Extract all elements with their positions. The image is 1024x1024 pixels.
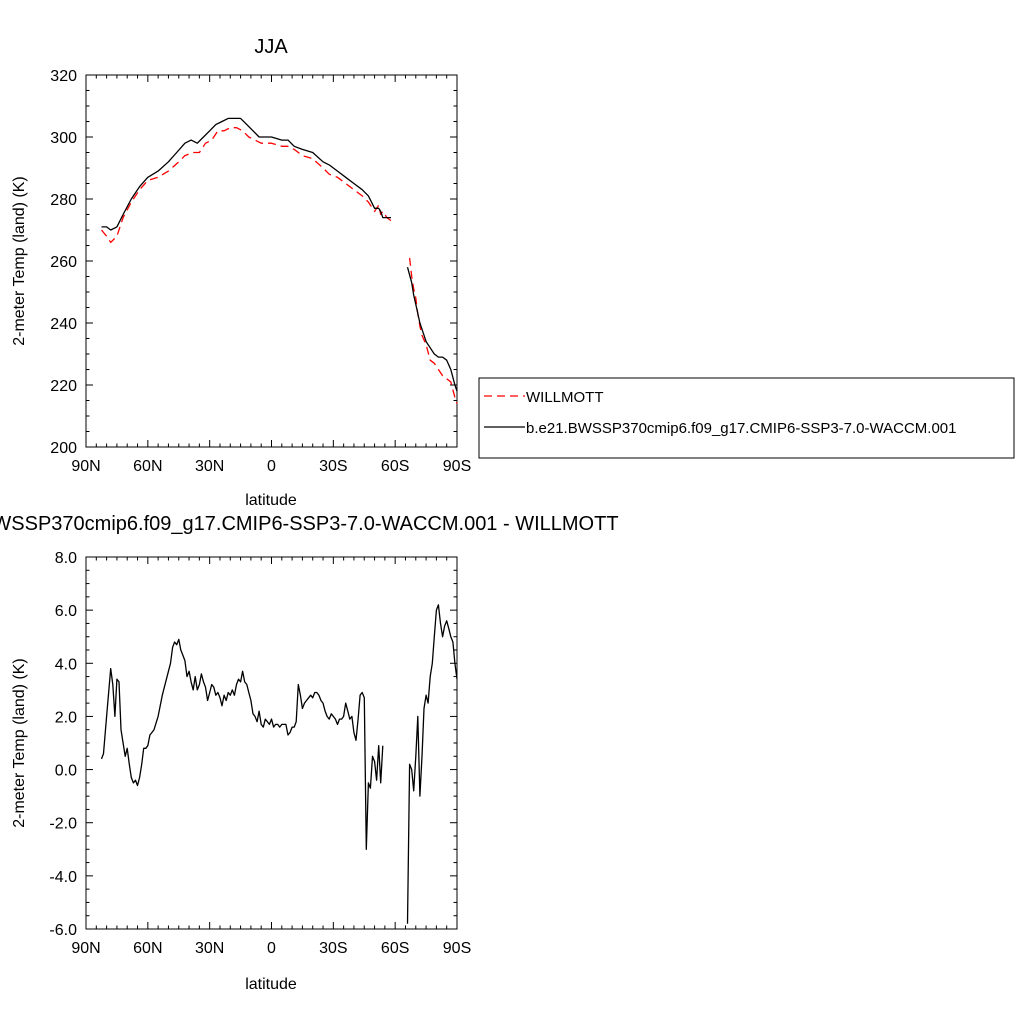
- top-y-tick-label: 280: [50, 192, 77, 209]
- legend-label-willmott: WILLMOTT: [526, 389, 604, 406]
- top-axes: 90N 60N 30N 0 30S 60S 90S 200 220 240 260 280 300 320: [50, 68, 471, 475]
- top-series-1-line-segment-1: [406, 267, 458, 392]
- top-y-axis-label: 2-meter Temp (land) (K): [11, 176, 28, 346]
- legend-label-model: b.e21.BWSSP370cmip6.f09_g17.CMIP6-SSP3-7…: [526, 420, 956, 437]
- bottom-y-tick-label: -6.0: [49, 922, 77, 939]
- top-x-tick-label: 60N: [133, 458, 162, 475]
- top-y-tick-label: 320: [50, 68, 77, 85]
- bottom-x-axis-label: latitude: [245, 976, 297, 993]
- legend-box: [478, 377, 1015, 459]
- top-y-tick-label: 260: [50, 254, 77, 271]
- top-series-1-line-segment-0: [101, 117, 391, 231]
- top-plot-frame: [85, 74, 458, 448]
- bottom-series-0-line-segment-1: [406, 604, 458, 924]
- top-x-tick-label: 90N: [71, 458, 100, 475]
- top-x-tick-label: 30S: [319, 458, 347, 475]
- bottom-series: [100, 604, 458, 924]
- bottom-y-tick-label: 8.0: [55, 550, 77, 567]
- top-series-0-line-segment-0: [100, 127, 392, 244]
- legend: WILLMOTT b.e21.BWSSP370cmip6.f09_g17.CMI…: [478, 377, 1015, 459]
- top-y-tick-label: 300: [50, 130, 77, 147]
- top-x-tick-label: 60S: [381, 458, 409, 475]
- bottom-x-tick-label: 30N: [195, 940, 224, 957]
- bottom-y-tick-label: 6.0: [55, 603, 77, 620]
- bottom-y-tick-label: -4.0: [49, 869, 77, 886]
- bottom-y-tick-label: 4.0: [55, 656, 77, 673]
- top-series: [100, 117, 458, 404]
- bottom-x-tick-label: 90N: [71, 940, 100, 957]
- bottom-axes: 90N 60N 30N 0 30S 60S 90S -6.0 -4.0 -2.0 0.0 2.0 4.0…: [49, 550, 471, 957]
- bottom-y-axis-label: 2-meter Temp (land) (K): [11, 658, 28, 828]
- bottom-plot-frame: [85, 556, 458, 930]
- top-panel: JJA latitude 2-meter Temp (land) (K) 90N…: [11, 36, 471, 509]
- top-y-tick-label: 240: [50, 316, 77, 333]
- bottom-x-tick-label: 60N: [133, 940, 162, 957]
- top-x-tick-label: 30N: [195, 458, 224, 475]
- top-x-tick-label: 90S: [443, 458, 471, 475]
- bottom-x-tick-label: 90S: [443, 940, 471, 957]
- bottom-y-tick-label: 2.0: [55, 709, 77, 726]
- bottom-x-tick-label: 60S: [381, 940, 409, 957]
- bottom-chart-title: b.e21.BWSSP370cmip6.f09_g17.CMIP6-SSP3-7…: [0, 513, 619, 535]
- bottom-y-tick-label: 0.0: [55, 763, 77, 780]
- top-x-axis-label: latitude: [245, 492, 297, 509]
- top-y-tick-label: 220: [50, 378, 77, 395]
- bottom-y-tick-label: -2.0: [49, 816, 77, 833]
- bottom-panel: b.e21.BWSSP370cmip6.f09_g17.CMIP6-SSP3-7…: [0, 513, 619, 993]
- top-x-tick-label: 0: [267, 458, 276, 475]
- bottom-series-0-line-segment-0: [100, 638, 384, 850]
- top-series-0-line-segment-1: [408, 257, 458, 404]
- top-y-tick-label: 200: [50, 440, 77, 457]
- bottom-x-tick-label: 30S: [319, 940, 347, 957]
- top-chart-title: JJA: [254, 36, 288, 58]
- bottom-x-tick-label: 0: [267, 940, 276, 957]
